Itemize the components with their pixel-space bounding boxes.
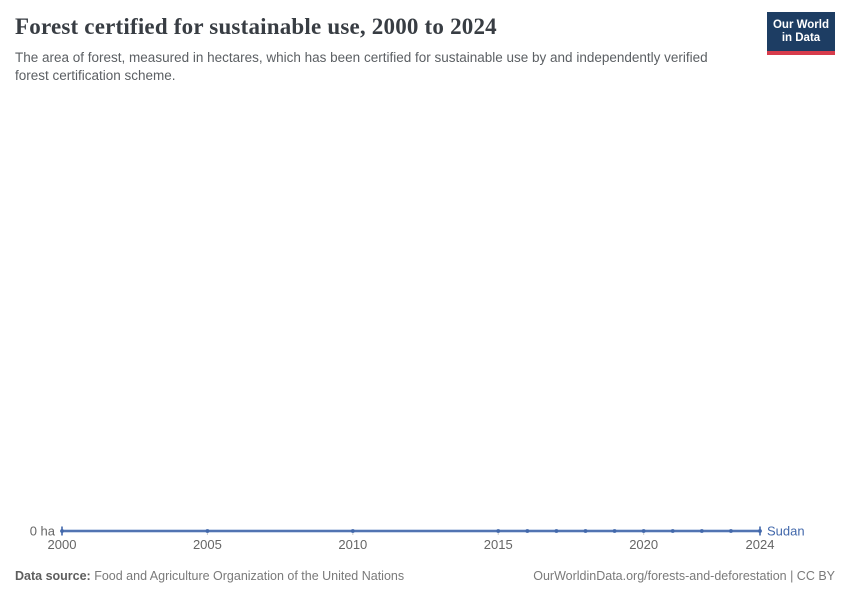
data-point-marker [496,529,501,533]
x-tick-label: 2020 [629,537,658,552]
data-point-marker [729,529,733,533]
y-axis-zero-label: 0 ha [30,524,56,539]
chart-title: Forest certified for sustainable use, 20… [15,14,497,39]
x-tick-label: 2024 [746,537,775,552]
chart-footer: Data source: Food and Agriculture Organi… [15,569,835,583]
data-point-marker [205,529,210,533]
owid-logo-line2: in Data [781,31,821,44]
data-point-marker [554,529,559,533]
data-point-marker [699,529,704,533]
chart-header: Forest certified for sustainable use, 20… [15,14,750,85]
data-point-marker [612,529,617,533]
data-point-marker [670,529,675,533]
x-tick-label: 2005 [193,537,222,552]
data-source-label: Data source: [15,569,91,583]
x-tick-label: 2015 [484,537,513,552]
owid-logo-line1: Our World [772,18,829,31]
data-point-marker [60,529,64,533]
entity-label[interactable]: Sudan [767,524,805,539]
data-point-marker [641,529,646,533]
chart-subtitle: The area of forest, measured in hectares… [15,50,708,83]
x-tick-label: 2010 [338,537,367,552]
data-point-marker [350,529,355,533]
x-tick-label: 2000 [48,537,77,552]
data-source-text: Food and Agriculture Organization of the… [90,569,405,583]
data-point-marker [758,529,762,533]
data-point-marker [525,529,530,533]
license-link[interactable]: OurWorldinData.org/forests-and-deforesta… [533,569,835,583]
data-source: Data source: Food and Agriculture Organi… [15,569,404,583]
owid-logo[interactable]: Our World in Data [767,12,835,55]
data-point-marker [583,529,588,533]
